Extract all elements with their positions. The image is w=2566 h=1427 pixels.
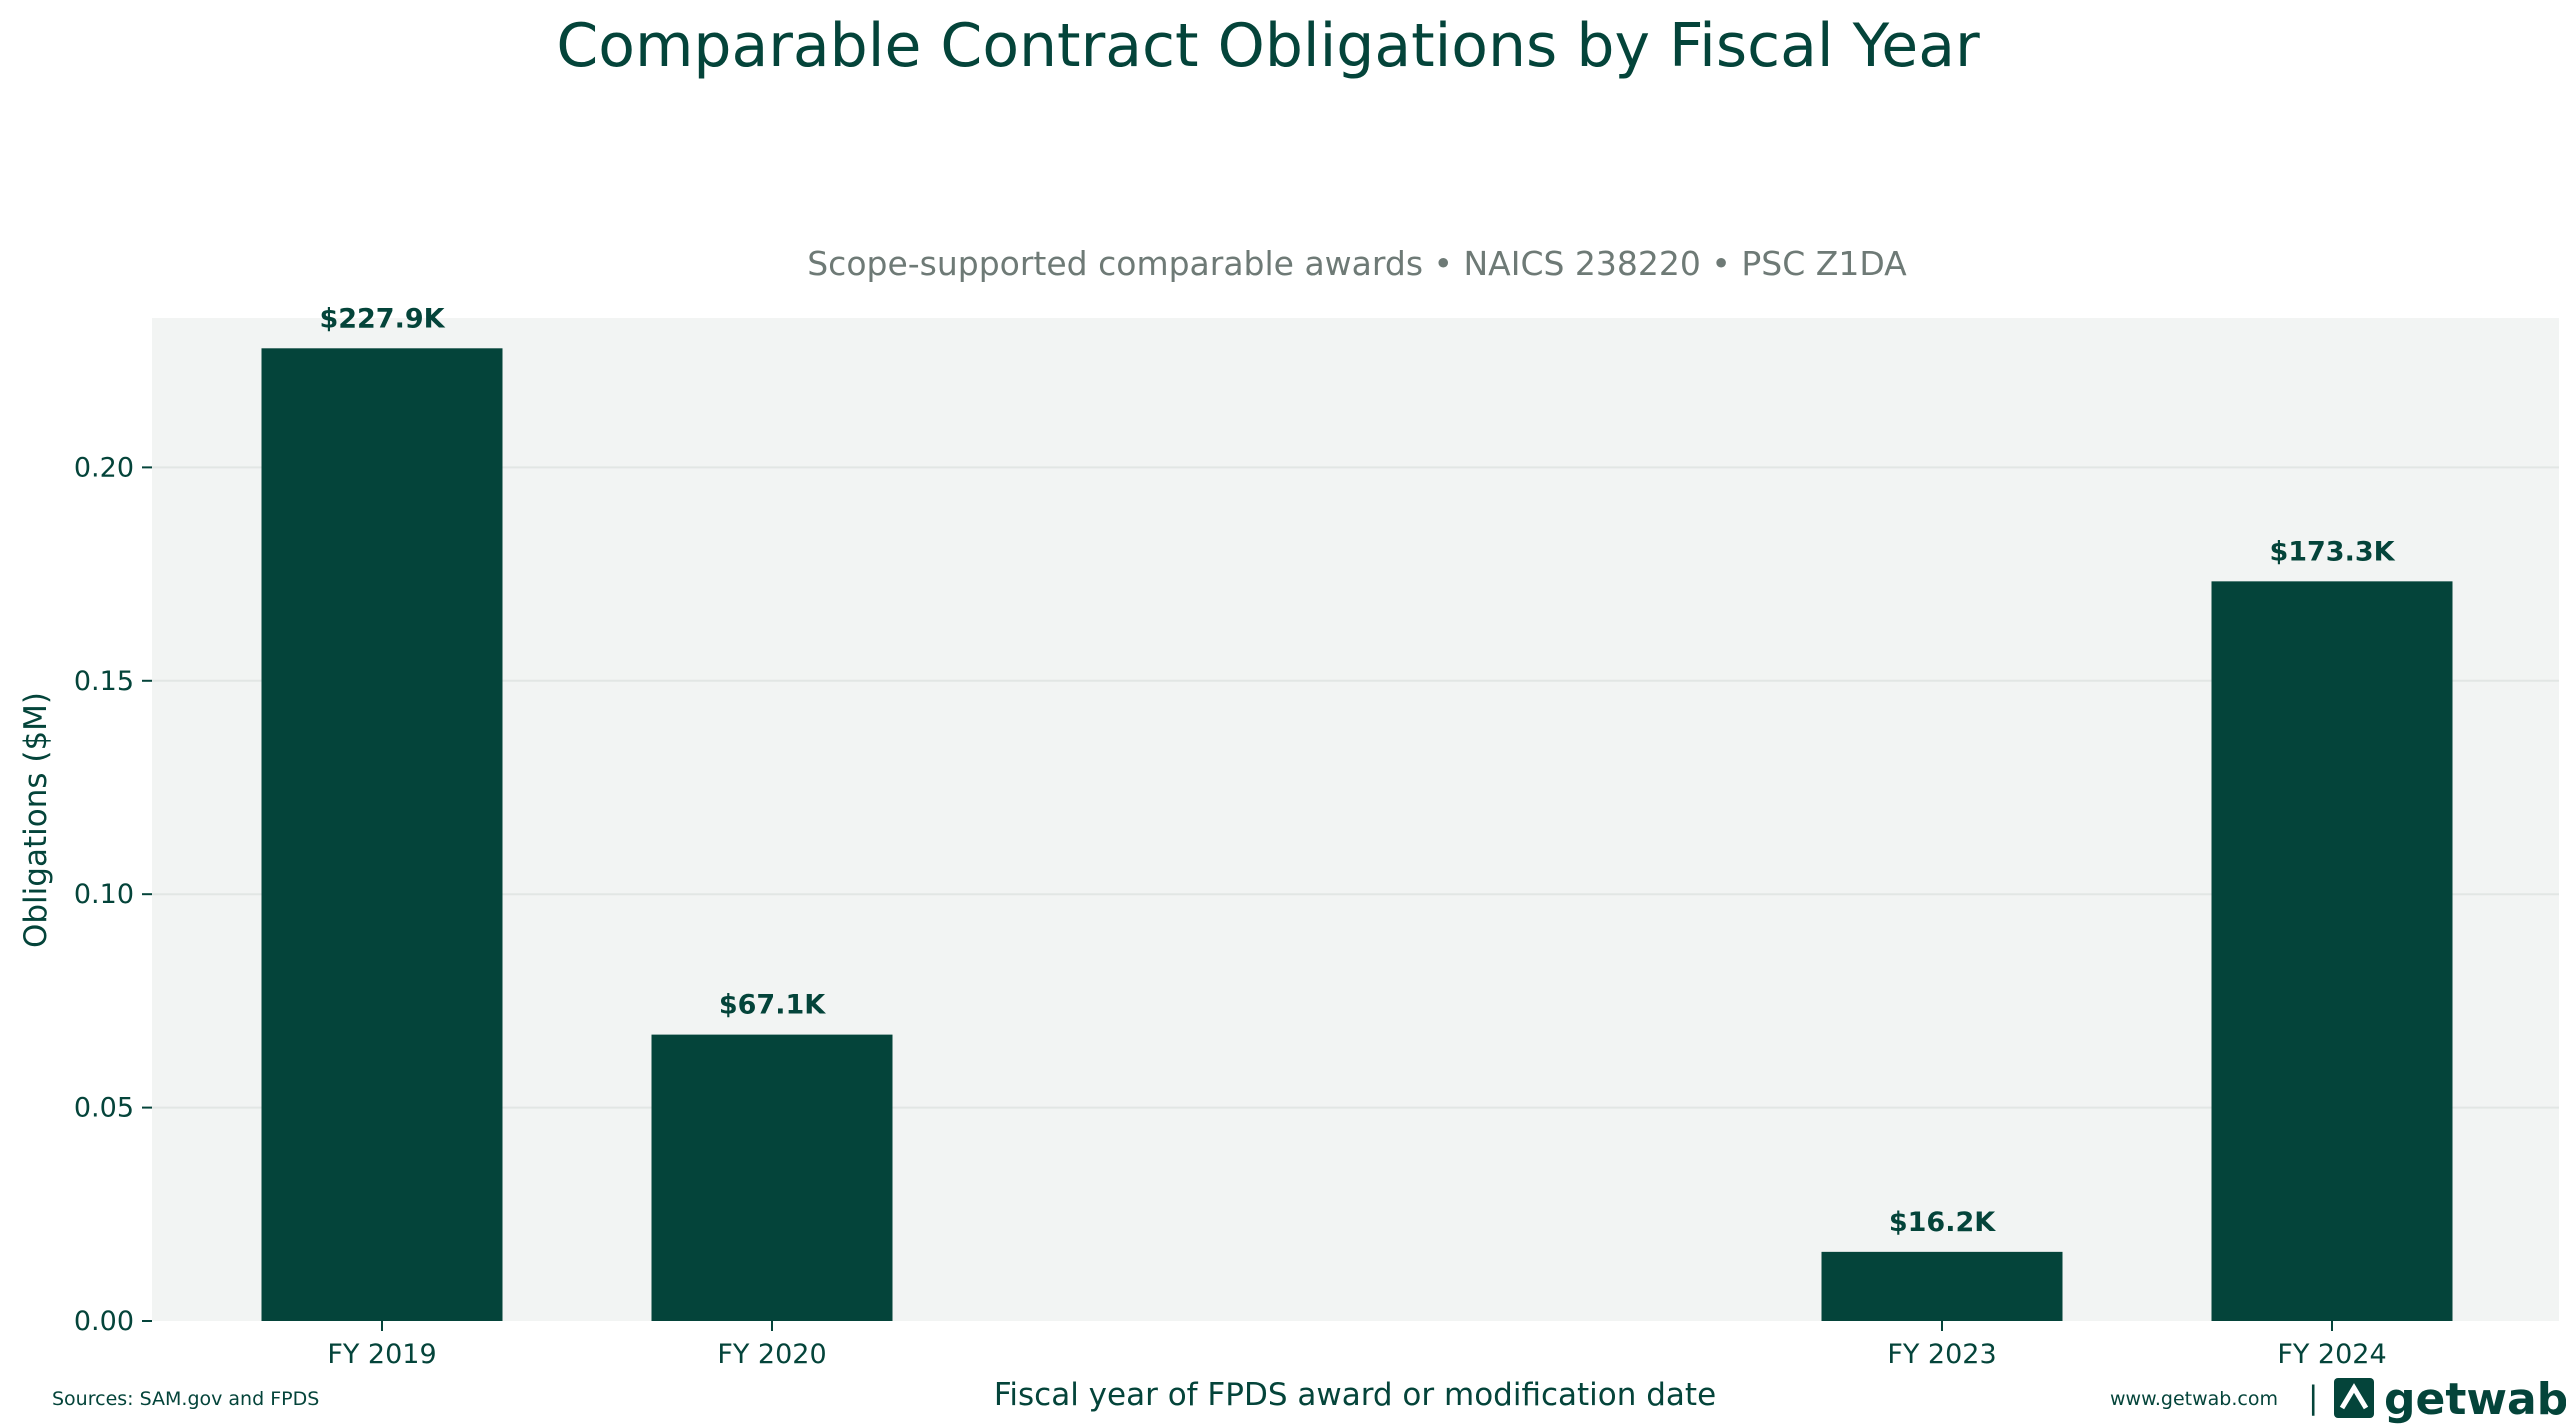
bars xyxy=(261,348,2453,1321)
x-tick-label: FY 2019 xyxy=(327,1339,436,1370)
plot-area xyxy=(152,318,2559,1321)
bar xyxy=(651,1034,893,1321)
axes: 0.00 0.05 0.10 0.15 0.20 FY 2019 FY 2020 FY 202… xyxy=(74,452,2387,1370)
sources-note: Sources: SAM.gov and FPDS xyxy=(52,1388,319,1410)
footer-separator: | xyxy=(2308,1380,2318,1416)
x-tick-label: FY 2020 xyxy=(717,1339,826,1370)
data-labels: $227.9K $67.1K $16.2K $173.3K xyxy=(319,303,2395,1238)
bar xyxy=(1821,1251,2063,1321)
getwab-logo-icon xyxy=(2334,1378,2374,1418)
y-tick-label: 0.20 xyxy=(74,452,134,483)
grid-lines xyxy=(152,466,2559,1109)
bar xyxy=(261,348,503,1321)
chart-subtitle: Scope-supported comparable awards • NAIC… xyxy=(807,244,1907,283)
x-tick-label: FY 2024 xyxy=(2277,1339,2386,1370)
data-label: $16.2K xyxy=(1889,1207,1996,1238)
y-tick-label: 0.05 xyxy=(74,1093,134,1124)
x-axis-label: Fiscal year of FPDS award or modificatio… xyxy=(994,1377,1716,1413)
data-label: $173.3K xyxy=(2269,536,2395,567)
data-label: $227.9K xyxy=(319,303,445,334)
brand-name: getwab xyxy=(2384,1374,2566,1425)
chart-title: Comparable Contract Obligations by Fisca… xyxy=(556,11,1980,81)
y-axis-label: Obligations ($M) xyxy=(18,692,54,948)
bar xyxy=(2211,581,2453,1321)
y-tick-label: 0.10 xyxy=(74,879,134,910)
x-tick-label: FY 2023 xyxy=(1887,1339,1996,1370)
y-tick-label: 0.15 xyxy=(74,666,134,697)
data-label: $67.1K xyxy=(719,990,826,1021)
website-link[interactable]: www.getwab.com xyxy=(2110,1388,2278,1410)
y-tick-label: 0.00 xyxy=(74,1306,134,1337)
